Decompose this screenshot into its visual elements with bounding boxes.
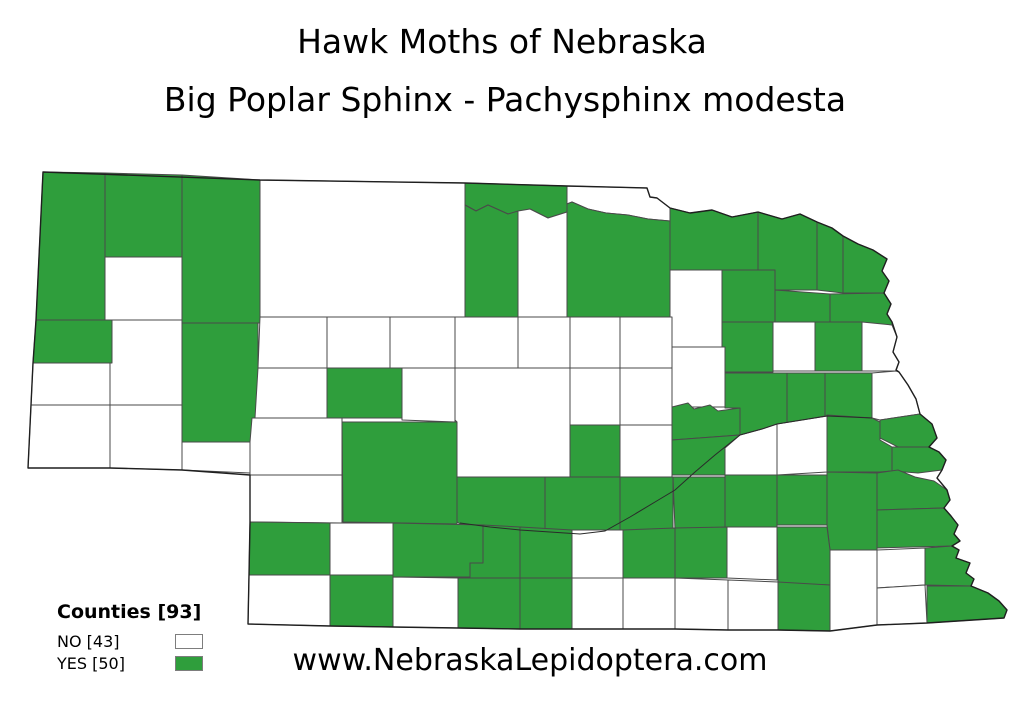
county-cuming	[814, 321, 863, 372]
legend-label-no: NO [43]	[57, 631, 120, 651]
legend-title: Counties [93]	[57, 601, 202, 623]
county-loup	[517, 316, 571, 369]
county-jefferson	[777, 581, 831, 632]
county-thurston	[829, 292, 893, 326]
county-knox	[669, 207, 759, 271]
county-blaine	[454, 316, 519, 369]
state-outline	[27, 171, 1008, 632]
county-hayes	[329, 522, 394, 576]
county-hooker	[326, 316, 391, 369]
county-howard	[619, 424, 673, 478]
county-richardson	[926, 585, 1008, 624]
county-arthur	[254, 367, 328, 419]
legend-label-yes: YES [50]	[57, 653, 125, 673]
county-johnson	[876, 547, 926, 589]
county-franklin	[571, 577, 624, 630]
county-burt	[861, 321, 900, 372]
county-saline	[776, 526, 831, 586]
county-clay	[674, 526, 728, 579]
county-keith	[249, 417, 343, 476]
county-kearney	[571, 529, 624, 579]
county-colfax	[786, 372, 826, 424]
county-wayne	[774, 289, 831, 323]
legend-swatch-yes	[175, 655, 203, 671]
species-subtitle: Big Poplar Sphinx - Pachysphinx modesta	[163, 80, 847, 119]
county-garden	[181, 322, 259, 443]
county-otoe	[876, 507, 961, 549]
county-thayer	[727, 579, 779, 631]
legend-row-yes: YES [50]	[57, 652, 203, 674]
county-red-willow	[392, 576, 459, 629]
county-butler	[776, 415, 828, 476]
county-boone	[671, 346, 726, 408]
county-dodge	[824, 372, 873, 419]
footer-url: www.NebraskaLepidoptera.com	[292, 643, 768, 678]
county-sheridan	[181, 174, 261, 324]
county-lancaster	[826, 471, 878, 551]
county-merrick	[671, 434, 741, 476]
county-furnas	[457, 577, 521, 630]
county-chase	[248, 521, 331, 576]
county-perkins	[249, 474, 343, 524]
county-antelope	[669, 269, 723, 348]
county-madison	[721, 321, 774, 373]
county-garfield	[569, 316, 621, 369]
county-dakota	[842, 235, 890, 294]
county-pierce	[721, 269, 776, 323]
county-sioux	[35, 171, 106, 321]
county-banner	[30, 362, 111, 406]
county-webster	[622, 577, 676, 630]
county-dundy	[247, 574, 331, 627]
county-logan	[401, 367, 456, 423]
county-grant	[257, 316, 328, 369]
river-line-1	[739, 415, 873, 436]
county-seward	[776, 474, 828, 526]
county-wheeler	[619, 316, 673, 369]
county-deuel	[181, 441, 251, 474]
county-scotts-bluff	[32, 319, 113, 364]
county-pawnee	[876, 584, 928, 626]
legend: Counties [93] NO [43] YES [50]	[57, 601, 203, 674]
county-greeley	[619, 367, 673, 426]
county-morrill	[109, 319, 183, 406]
county-dawes	[104, 172, 183, 258]
county-holt	[566, 201, 671, 318]
county-kimball	[27, 404, 111, 469]
county-mcpherson	[326, 367, 403, 419]
county-washington	[871, 370, 921, 421]
county-valley	[569, 367, 621, 426]
county-lincoln	[341, 421, 458, 525]
county-douglas	[879, 413, 938, 448]
county-nance	[671, 402, 741, 441]
county-buffalo	[544, 476, 621, 535]
county-sherman	[569, 424, 621, 478]
county-hall	[619, 476, 674, 531]
county-box-butte	[104, 256, 183, 321]
county-nemaha	[924, 545, 975, 587]
county-nuckolls	[674, 577, 729, 631]
county-fillmore	[726, 526, 778, 581]
county-phelps	[519, 526, 573, 579]
county-thomas	[389, 316, 456, 369]
page-title: Hawk Moths of Nebraska	[297, 22, 707, 61]
county-brown	[464, 204, 519, 318]
county-york	[724, 474, 778, 531]
county-rock	[517, 208, 568, 318]
county-gage	[829, 549, 878, 632]
county-dawson	[456, 476, 546, 532]
river-line-0	[459, 434, 741, 535]
county-cherry	[259, 179, 466, 318]
county-adams	[622, 527, 676, 579]
county-hitchcock	[329, 574, 394, 628]
county-harlan	[519, 577, 573, 630]
county-stanton	[772, 321, 816, 372]
county-custer	[454, 367, 571, 478]
legend-swatch-no	[175, 633, 203, 649]
legend-row-no: NO [43]	[57, 630, 203, 652]
county-cheyenne	[109, 404, 183, 471]
